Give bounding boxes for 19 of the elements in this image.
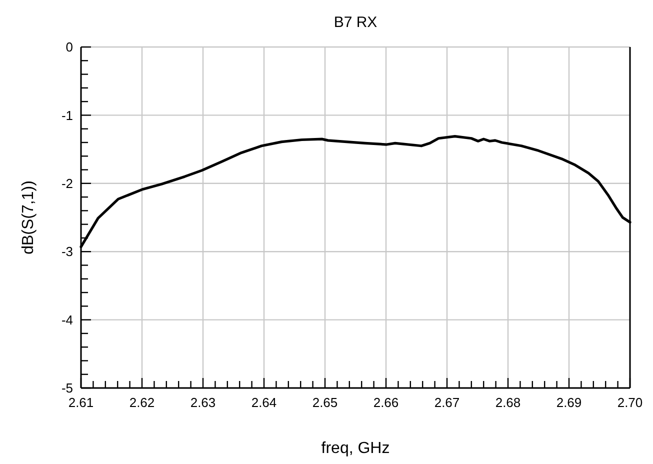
x-tick-label: 2.62 — [129, 395, 155, 410]
x-tick-label: 2.69 — [556, 395, 582, 410]
x-tick-label: 2.63 — [190, 395, 216, 410]
y-tick-label: 0 — [66, 40, 73, 55]
x-tick-label: 2.66 — [373, 395, 399, 410]
y-tick-label: -2 — [61, 176, 73, 191]
x-tick-label: 2.61 — [68, 395, 94, 410]
x-tick-label: 2.65 — [312, 395, 338, 410]
y-axis-title: dB(S(7,1)) — [20, 180, 37, 254]
y-tick-label: -1 — [61, 108, 73, 123]
x-tick-label: 2.68 — [495, 395, 521, 410]
y-tick-label: -4 — [61, 312, 73, 328]
x-tick-label: 2.64 — [251, 395, 277, 410]
chart-title: B7 RX — [334, 14, 378, 31]
y-tick-label: -5 — [61, 380, 73, 396]
y-tick-label: -3 — [61, 244, 73, 260]
x-axis-title: freq, GHz — [321, 440, 390, 457]
x-tick-label: 2.70 — [617, 395, 643, 410]
x-tick-label: 2.67 — [434, 395, 460, 410]
